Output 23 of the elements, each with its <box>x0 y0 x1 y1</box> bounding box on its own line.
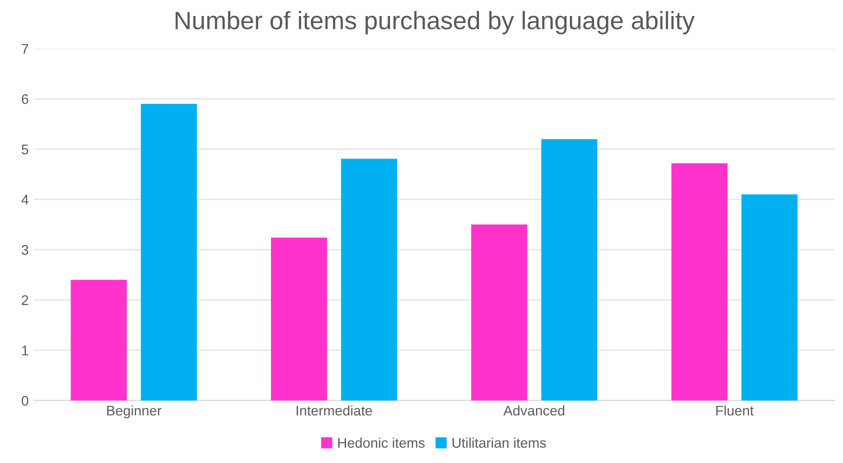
y-tick-label: 1 <box>22 346 28 356</box>
legend-label: Utilitarian items <box>452 438 546 448</box>
y-tick-label: 0 <box>22 396 28 406</box>
legend-label: Hedonic items <box>338 438 425 448</box>
y-tick-label: 2 <box>22 295 28 305</box>
x-tick-label: Advanced <box>503 405 564 416</box>
bar <box>471 224 528 400</box>
bar <box>541 139 598 400</box>
chart-title: Number of items purchased by language ability <box>176 11 695 34</box>
y-tick-label: 5 <box>22 144 28 154</box>
x-tick-label: Beginner <box>107 405 162 418</box>
bar <box>341 158 398 400</box>
bar <box>70 280 127 400</box>
bar <box>671 163 728 400</box>
bar <box>741 194 798 400</box>
y-tick-label: 4 <box>21 194 28 204</box>
y-tick-label: 3 <box>22 245 28 255</box>
bar <box>140 104 197 400</box>
y-tick-label: 6 <box>22 94 28 104</box>
x-tick-label: Intermediate <box>296 405 372 416</box>
x-tick-label: Fluent <box>716 405 754 416</box>
y-tick-label: 7 <box>22 44 28 54</box>
bar <box>270 238 328 400</box>
